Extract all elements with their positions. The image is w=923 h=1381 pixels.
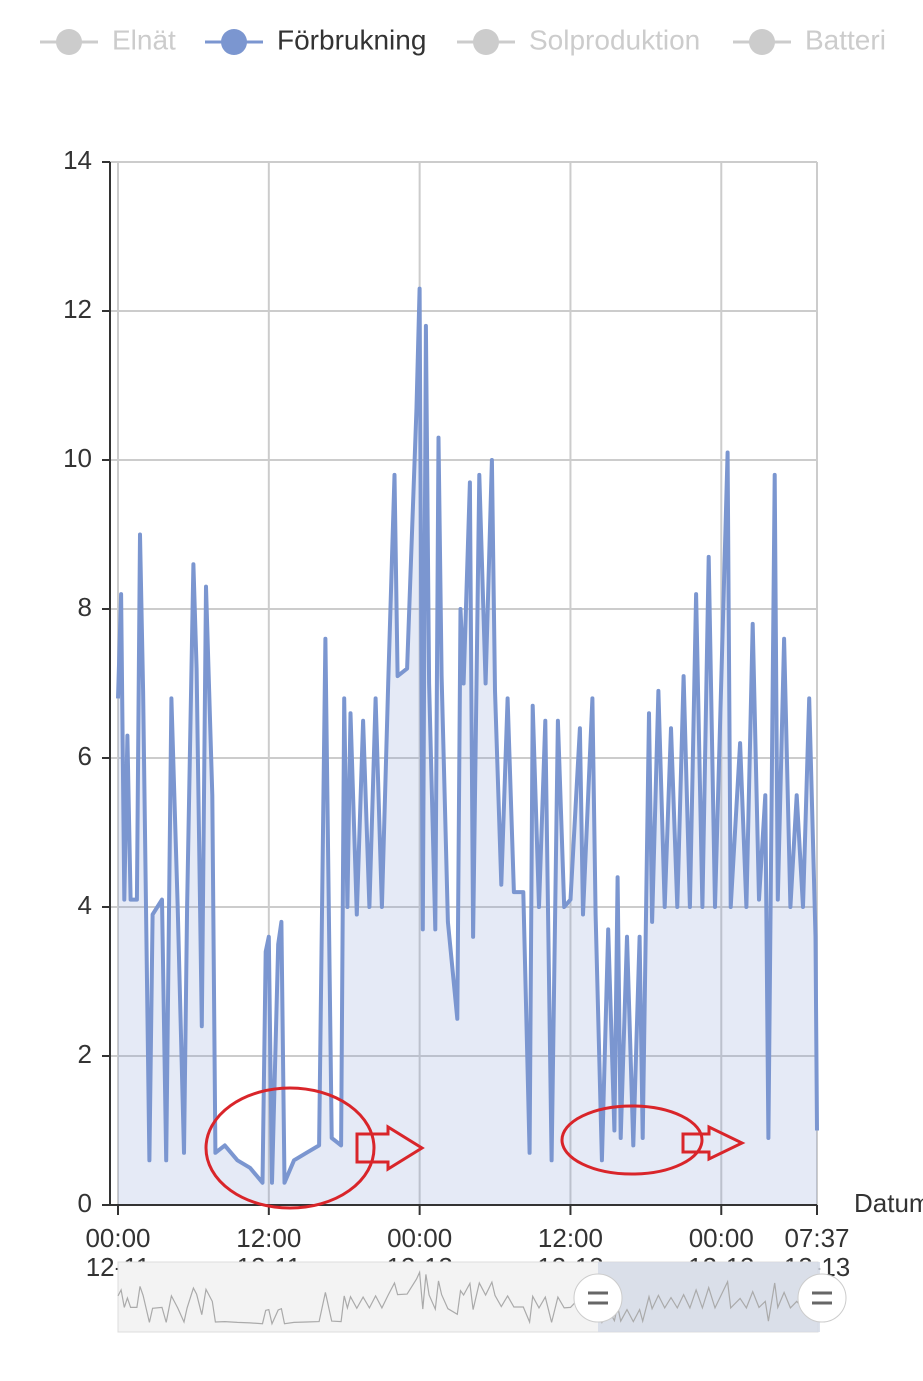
legend-marker (221, 29, 247, 55)
legend-label[interactable]: Elnät (112, 24, 176, 55)
legend-marker (473, 29, 499, 55)
x-axis-label: Datum (854, 1188, 923, 1218)
zoom-handles[interactable] (573, 1273, 847, 1323)
data-zoom[interactable] (117, 1261, 820, 1333)
plot (116, 286, 819, 1206)
annotations (204, 1086, 746, 1210)
arrow (681, 1124, 746, 1162)
x-tick-label: 12:00 (236, 1223, 301, 1253)
legend-marker (56, 29, 82, 55)
y-tick-label: 10 (63, 443, 92, 473)
zoom-preview (117, 1269, 818, 1326)
legend-label[interactable]: Batteri (805, 24, 886, 55)
y-tick-label: 8 (78, 592, 92, 622)
y-tick-label: 2 (78, 1039, 92, 1069)
area (118, 288, 817, 1206)
legend: Elnät Förbrukning Solproduktion Batteri (40, 24, 886, 55)
y-tick-label: 6 (78, 741, 92, 771)
highlight-ellipse (204, 1086, 376, 1210)
x-tick-label: 00:00 (387, 1223, 452, 1253)
y-tick-label: 4 (78, 890, 92, 920)
x-tick-label: 00:00 (85, 1223, 150, 1253)
x-tick-label: 07:37 (784, 1223, 849, 1253)
legend-marker (749, 29, 775, 55)
x-tick-label: 12:00 (538, 1223, 603, 1253)
line (116, 286, 819, 1185)
highlight-ellipse (560, 1104, 704, 1176)
x-tick-label: 00:00 (689, 1223, 754, 1253)
zoom-handle[interactable] (573, 1273, 623, 1323)
legend-label[interactable]: Förbrukning (277, 24, 426, 55)
legend-label[interactable]: Solproduktion (529, 24, 700, 55)
y-tick-label: 14 (63, 145, 92, 175)
zoom-window[interactable] (598, 1262, 820, 1332)
y-tick-label: 0 (78, 1188, 92, 1218)
zoom-handle[interactable] (797, 1273, 847, 1323)
y-tick-label: 12 (63, 294, 92, 324)
zoom-line (117, 1269, 818, 1326)
arrow (355, 1124, 425, 1172)
